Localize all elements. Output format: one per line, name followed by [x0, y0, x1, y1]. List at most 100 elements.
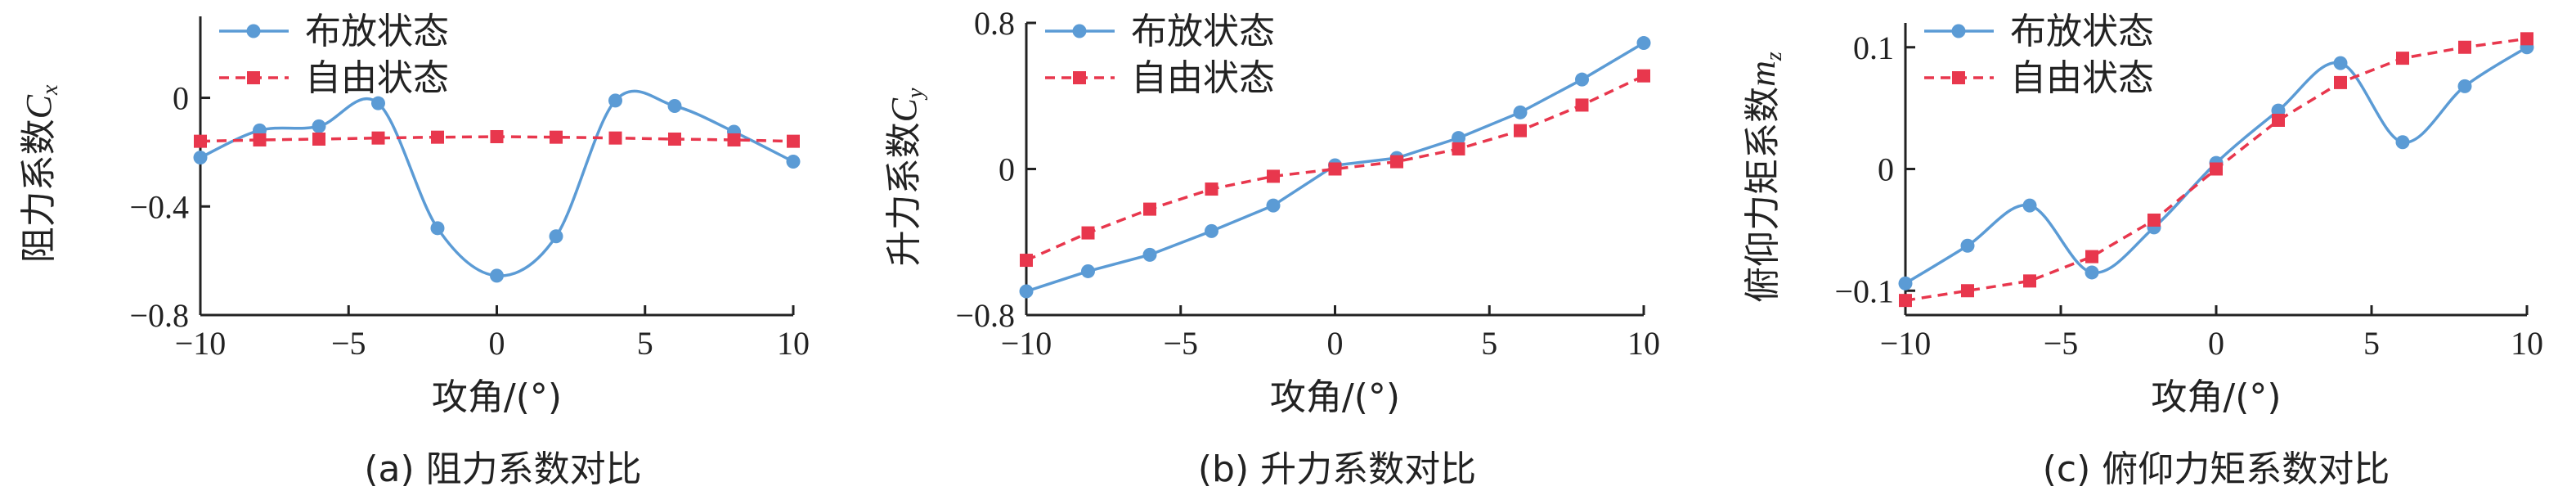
data-point-deployed [312, 119, 326, 133]
data-point-deployed [1142, 247, 1157, 262]
data-point-deployed [1513, 105, 1528, 119]
x-tick-label: 5 [637, 325, 653, 362]
y-axis-label: 升力系数Cy [883, 88, 928, 266]
y-axis-label-symbol: m [1743, 61, 1783, 87]
x-tick-label: 5 [1481, 325, 1497, 362]
data-point-free [2085, 250, 2098, 264]
data-point-free [431, 130, 444, 144]
data-point-deployed [1205, 223, 1218, 238]
x-tick-label: −5 [331, 325, 366, 362]
y-axis-label: 俯仰力矩系数mz [1742, 52, 1787, 303]
data-point-free [371, 131, 385, 145]
y-tick-label: 0 [999, 151, 1015, 188]
data-point-deployed [371, 96, 385, 110]
y-tick-label: 0.1 [1853, 29, 1894, 66]
data-point-deployed [1575, 72, 1589, 87]
data-point-free [490, 129, 504, 143]
legend-marker-free [247, 71, 260, 84]
data-point-deployed [490, 268, 504, 283]
x-tick-label: 10 [777, 325, 810, 362]
y-tick-label: −0.8 [955, 297, 1015, 334]
legend-label-free: 自由状态 [305, 57, 449, 99]
data-point-free [2023, 274, 2036, 288]
x-axis-label: 攻角/(°) [432, 376, 562, 418]
x-tick-label: 10 [1627, 325, 1660, 362]
data-point-deployed [2022, 198, 2037, 213]
x-tick-label: 0 [1327, 325, 1344, 362]
data-point-free [1390, 155, 1403, 169]
data-point-free [668, 132, 681, 146]
data-point-deployed [549, 229, 563, 244]
data-point-free [1575, 98, 1589, 112]
data-point-free [1514, 124, 1527, 137]
data-point-free [1205, 182, 1218, 196]
data-point-deployed [193, 151, 208, 165]
legend-label-deployed: 布放状态 [1131, 11, 1275, 52]
data-point-deployed [1019, 284, 1034, 299]
data-point-deployed [1081, 264, 1095, 278]
legend-marker-free [1073, 71, 1086, 84]
legend-marker-deployed [1072, 24, 1087, 38]
data-point-free [253, 133, 267, 146]
chart-caption: (b) 升力系数对比 [1198, 448, 1476, 490]
series-line-deployed [200, 89, 794, 277]
y-axis-label-subscript: z [1761, 52, 1787, 61]
legend-label-deployed: 布放状态 [2010, 11, 2154, 52]
data-point-free [2396, 52, 2409, 65]
data-point-free [1328, 162, 1342, 176]
data-point-free [1452, 142, 1465, 155]
data-point-free [1961, 284, 1974, 298]
y-axis-label-subscript: x [38, 84, 63, 96]
data-point-free [727, 133, 741, 146]
data-point-free [2458, 40, 2471, 54]
data-point-deployed [1452, 131, 1465, 146]
legend-marker-deployed [1951, 24, 1966, 38]
y-tick-label: −0.1 [1834, 273, 1894, 309]
data-point-free [2334, 75, 2347, 89]
y-axis-label-text: 升力系数 [883, 122, 925, 266]
data-point-deployed [1636, 36, 1651, 51]
data-point-deployed [786, 155, 801, 169]
chart-caption: (a) 阻力系数对比 [364, 448, 641, 490]
data-point-free [1637, 69, 1650, 83]
x-axis-label: 攻角/(°) [1270, 376, 1400, 418]
data-point-free [2210, 162, 2223, 176]
chart-caption: (c) 俯仰力矩系数对比 [2043, 448, 2390, 490]
data-point-deployed [2395, 135, 2410, 150]
y-axis-label-symbol: C [19, 94, 59, 119]
legend-label-free: 自由状态 [1131, 57, 1275, 99]
data-point-deployed [667, 99, 682, 113]
x-axis-label: 攻角/(°) [2151, 376, 2281, 418]
data-point-free [1143, 202, 1156, 216]
y-tick-label: 0 [1878, 151, 1894, 188]
y-tick-label: −0.8 [129, 297, 189, 334]
legend-marker-free [1952, 71, 1965, 84]
data-point-free [550, 130, 563, 144]
y-axis-label-text: 俯仰力矩系数 [1742, 87, 1784, 303]
x-tick-label: −10 [1001, 325, 1052, 362]
data-point-free [2147, 213, 2161, 227]
x-tick-label: −5 [2044, 325, 2079, 362]
data-point-free [1899, 294, 1912, 308]
x-tick-label: 5 [2363, 325, 2380, 362]
data-point-deployed [2457, 79, 2472, 93]
x-tick-label: −5 [1163, 325, 1198, 362]
y-tick-label: 0 [173, 80, 189, 117]
data-point-deployed [608, 93, 622, 108]
y-tick-label: −0.4 [129, 188, 189, 225]
legend-label-deployed: 布放状态 [305, 11, 449, 52]
data-point-deployed [2085, 265, 2099, 280]
x-tick-label: 0 [489, 325, 505, 362]
data-point-free [194, 134, 207, 148]
y-axis-label: 阻力系数Cx [18, 84, 63, 263]
data-point-free [1020, 254, 1033, 268]
x-tick-label: 0 [2208, 325, 2224, 362]
y-axis-label-symbol: C [884, 97, 924, 122]
x-tick-label: −10 [175, 325, 227, 362]
data-point-free [787, 134, 800, 148]
x-tick-label: 10 [2511, 325, 2543, 362]
y-axis-label-text: 阻力系数 [18, 119, 60, 263]
